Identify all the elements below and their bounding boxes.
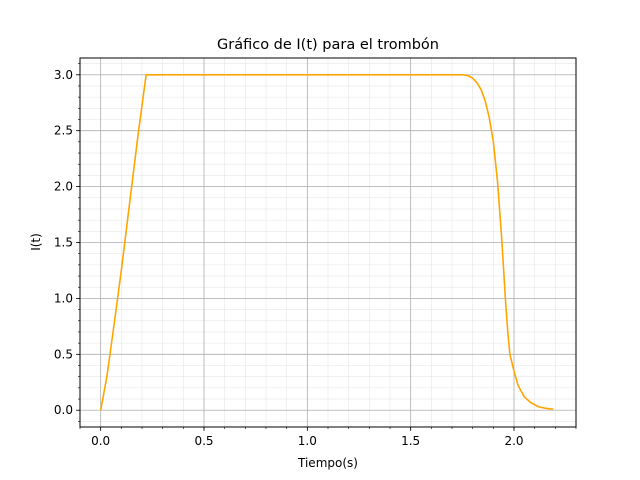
y-tick-label: 3.0 [54, 68, 73, 82]
x-tick-label: 0.5 [194, 434, 213, 448]
x-tick-label: 2.0 [504, 434, 523, 448]
x-axis-label: Tiempo(s) [297, 456, 358, 470]
chart-title: Gráfico de I(t) para el trombón [217, 37, 439, 53]
x-tick-label: 1.0 [298, 434, 317, 448]
y-tick-label: 1.5 [54, 236, 73, 250]
y-axis: 0.0 0.5 1.0 1.5 2.0 2.5 3.0 [54, 63, 80, 422]
y-tick-label: 1.0 [54, 291, 73, 305]
y-tick-label: 0.5 [54, 347, 73, 361]
x-axis: 0.0 0.5 1.0 1.5 2.0 [79, 427, 577, 448]
y-tick-label: 0.0 [54, 403, 73, 417]
y-axis-label: I(t) [29, 233, 43, 251]
series-line [99, 73, 554, 411]
series-layer [99, 73, 554, 411]
x-tick-label: 0.0 [91, 434, 110, 448]
y-tick-label: 2.0 [54, 180, 73, 194]
x-tick-label: 1.5 [401, 434, 420, 448]
y-tick-label: 2.5 [54, 124, 73, 138]
